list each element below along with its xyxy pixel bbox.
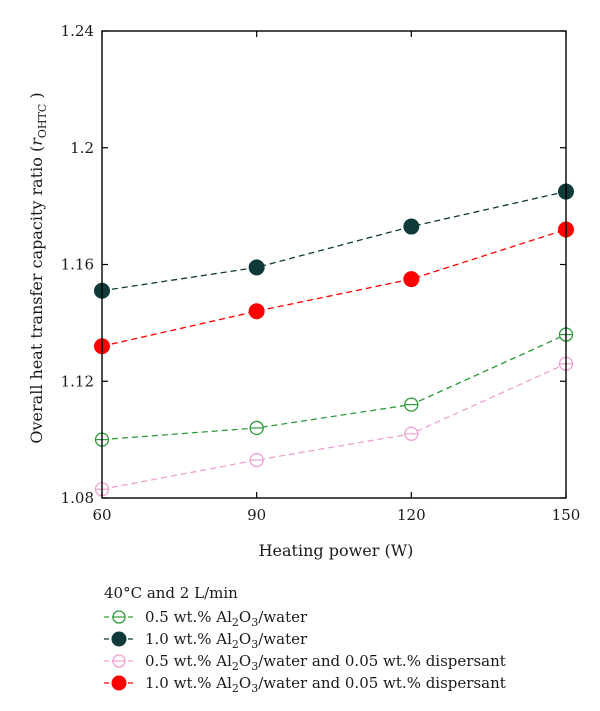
legend-item: 0.5 wt.% Al2O3/water and 0.05 wt.% dispe… (104, 652, 506, 673)
data-point (248, 303, 265, 320)
legend-item: 1.0 wt.% Al2O3/water and 0.05 wt.% dispe… (104, 674, 506, 695)
series-4 (94, 221, 574, 355)
y-tick-label: 1.16 (61, 256, 94, 274)
series-layer (94, 183, 574, 497)
legend-marker (111, 631, 127, 647)
legend-label: 0.5 wt.% Al2O3/water and 0.05 wt.% dispe… (145, 652, 506, 673)
y-tick-label: 1.24 (61, 22, 94, 40)
x-tick-label: 60 (92, 506, 111, 524)
legend-marker (111, 675, 127, 691)
series-line (101, 333, 567, 441)
data-point (403, 218, 420, 235)
legend: 40°C and 2 L/min 0.5 wt.% Al2O3/water1.0… (104, 584, 506, 695)
series-1 (94, 327, 574, 447)
series-2 (94, 183, 574, 299)
legend-item: 1.0 wt.% Al2O3/water (104, 630, 308, 651)
series-line (101, 363, 567, 490)
plot-frame (101, 30, 567, 499)
y-axis-label: Overall heat transfer capacity ratio (rO… (27, 92, 49, 443)
legend-label: 1.0 wt.% Al2O3/water and 0.05 wt.% dispe… (145, 674, 506, 695)
y-tick-label: 1.2 (70, 139, 94, 157)
x-axis-label: Heating power (W) (259, 541, 414, 560)
data-point (248, 259, 265, 276)
legend-title: 40°C and 2 L/min (104, 584, 238, 602)
y-tick-label: 1.12 (61, 372, 94, 390)
legend-label: 0.5 wt.% Al2O3/water (145, 608, 308, 629)
data-point (403, 271, 420, 288)
series-line (101, 228, 567, 347)
x-tick-label: 90 (247, 506, 266, 524)
x-tick-label: 120 (397, 506, 426, 524)
legend-item: 0.5 wt.% Al2O3/water (104, 608, 308, 629)
ticks-layer: 60 90 120 150 1.08 1.12 1.16 1.2 1.24 (61, 22, 581, 524)
series-line (101, 190, 567, 292)
y-tick-label: 1.08 (61, 489, 94, 507)
x-tick-label: 150 (552, 506, 581, 524)
legend-label: 1.0 wt.% Al2O3/water (145, 630, 308, 651)
series-3 (94, 356, 574, 497)
